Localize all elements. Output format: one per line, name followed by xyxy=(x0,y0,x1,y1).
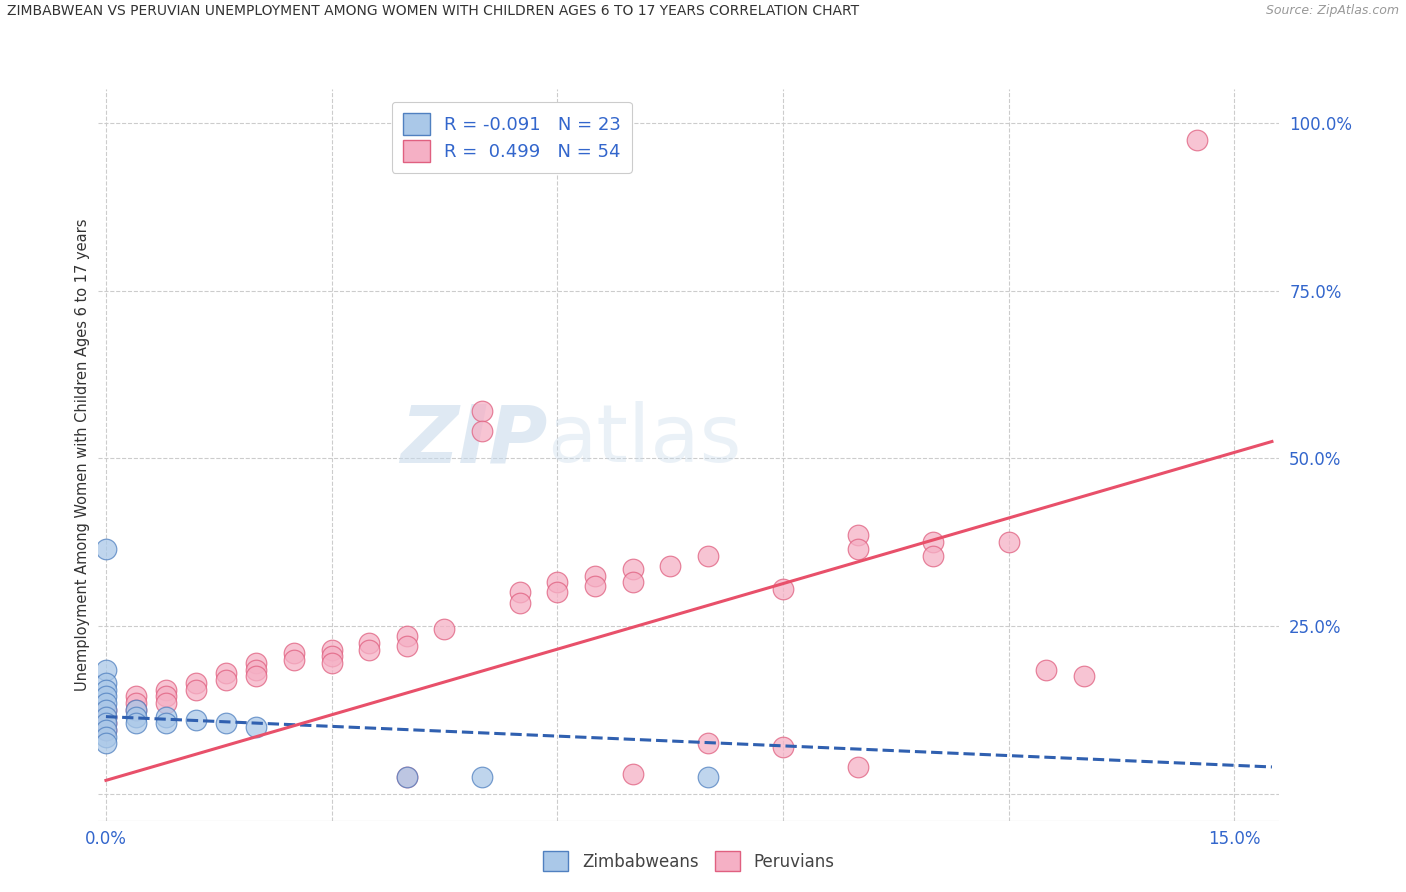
Point xyxy=(245,669,267,683)
Point xyxy=(215,673,238,687)
Point xyxy=(94,703,117,717)
Point xyxy=(1035,663,1057,677)
Point xyxy=(1185,132,1208,146)
Point xyxy=(94,709,117,723)
Text: Source: ZipAtlas.com: Source: ZipAtlas.com xyxy=(1265,4,1399,18)
Point xyxy=(245,656,267,670)
Point xyxy=(846,760,869,774)
Point xyxy=(155,696,177,710)
Point xyxy=(395,639,418,653)
Point xyxy=(621,562,644,576)
Point xyxy=(696,549,718,563)
Point xyxy=(94,676,117,690)
Point xyxy=(395,770,418,784)
Point xyxy=(321,656,343,670)
Point xyxy=(94,723,117,737)
Point xyxy=(125,690,148,704)
Point xyxy=(772,739,794,754)
Point xyxy=(395,629,418,643)
Point xyxy=(125,696,148,710)
Point xyxy=(186,682,208,697)
Point xyxy=(94,541,117,556)
Point xyxy=(283,652,305,666)
Point xyxy=(155,690,177,704)
Text: ZIMBABWEAN VS PERUVIAN UNEMPLOYMENT AMONG WOMEN WITH CHILDREN AGES 6 TO 17 YEARS: ZIMBABWEAN VS PERUVIAN UNEMPLOYMENT AMON… xyxy=(7,4,859,19)
Point xyxy=(94,716,117,731)
Point xyxy=(125,703,148,717)
Point xyxy=(772,582,794,596)
Point xyxy=(997,535,1019,549)
Point xyxy=(321,649,343,664)
Point xyxy=(283,646,305,660)
Point xyxy=(659,558,682,573)
Point xyxy=(321,642,343,657)
Point xyxy=(94,703,117,717)
Text: atlas: atlas xyxy=(547,401,741,479)
Point xyxy=(94,682,117,697)
Text: ZIP: ZIP xyxy=(399,401,547,479)
Point xyxy=(846,541,869,556)
Point xyxy=(94,736,117,750)
Point xyxy=(94,663,117,677)
Point xyxy=(94,709,117,723)
Point xyxy=(245,720,267,734)
Point xyxy=(94,723,117,737)
Point xyxy=(359,642,381,657)
Point xyxy=(696,736,718,750)
Point xyxy=(583,568,606,582)
Point xyxy=(621,766,644,780)
Point xyxy=(186,713,208,727)
Point xyxy=(186,676,208,690)
Point xyxy=(94,716,117,731)
Legend: Zimbabweans, Peruvians: Zimbabweans, Peruvians xyxy=(537,845,841,878)
Point xyxy=(546,585,568,599)
Point xyxy=(583,579,606,593)
Point xyxy=(94,690,117,704)
Point xyxy=(1073,669,1095,683)
Y-axis label: Unemployment Among Women with Children Ages 6 to 17 years: Unemployment Among Women with Children A… xyxy=(75,219,90,691)
Point xyxy=(546,575,568,590)
Point xyxy=(922,535,945,549)
Point xyxy=(471,425,494,439)
Point xyxy=(621,575,644,590)
Point xyxy=(395,770,418,784)
Point xyxy=(433,623,456,637)
Point xyxy=(155,716,177,731)
Point xyxy=(155,709,177,723)
Point xyxy=(125,716,148,731)
Point xyxy=(215,665,238,680)
Point xyxy=(696,770,718,784)
Point xyxy=(922,549,945,563)
Point xyxy=(359,636,381,650)
Point xyxy=(155,682,177,697)
Point xyxy=(125,709,148,723)
Point xyxy=(94,730,117,744)
Point xyxy=(509,596,531,610)
Point xyxy=(471,770,494,784)
Point xyxy=(846,528,869,542)
Point xyxy=(94,696,117,710)
Point xyxy=(471,404,494,418)
Point xyxy=(215,716,238,731)
Point xyxy=(245,663,267,677)
Point xyxy=(125,703,148,717)
Point xyxy=(509,585,531,599)
